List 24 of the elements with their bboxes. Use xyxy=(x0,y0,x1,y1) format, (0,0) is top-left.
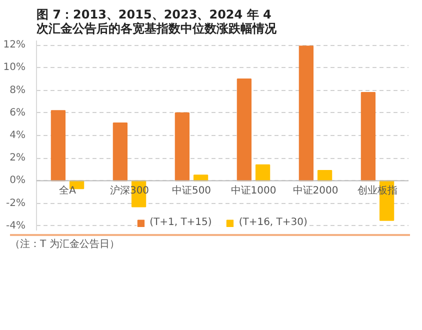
y-tick-label: 6% xyxy=(10,107,26,118)
bar xyxy=(112,122,128,182)
y-tick-label: 10% xyxy=(3,62,26,74)
y-tick-label: -2% xyxy=(6,198,26,209)
text: （注：T 为汇金公告日） xyxy=(10,238,120,252)
bar xyxy=(236,78,252,182)
y-tick-label: 12% xyxy=(3,40,26,51)
x-tick-label: 中证2000 xyxy=(292,184,338,197)
y-tick-label: 8% xyxy=(10,84,26,96)
chart-title: 图 7：2013、2015、2023、2024 年 4 次汇金公告后的各宽基指数中位数涨跌幅情况 xyxy=(36,8,278,36)
legend-label: (T+1, T+15) xyxy=(150,217,212,228)
legend-label: (T+16, T+30) xyxy=(238,217,308,228)
bar xyxy=(360,92,376,182)
bar xyxy=(174,112,190,182)
x-tick-label: 中证1000 xyxy=(230,184,276,197)
bar xyxy=(50,110,66,182)
y-tick-label: -4% xyxy=(6,220,26,232)
x-tick-label: 中证500 xyxy=(172,184,212,197)
bar xyxy=(255,164,270,182)
y-tick-label: 0% xyxy=(10,175,26,186)
x-tick-label: 全A xyxy=(59,184,76,197)
bar xyxy=(298,46,314,182)
y-tick-label: 4% xyxy=(10,130,26,141)
y-tick-label: 2% xyxy=(10,152,26,164)
